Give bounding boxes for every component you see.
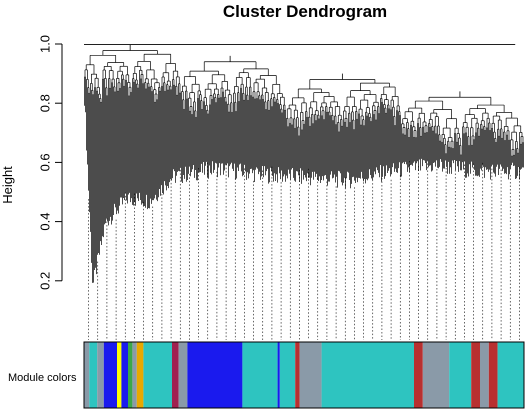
y-axis: 0.2 0.4 0.6 0.8 1.0 — [37, 35, 63, 290]
color-segment — [187, 342, 243, 408]
color-segment — [178, 342, 188, 408]
color-segment — [414, 342, 423, 408]
color-segment — [471, 342, 480, 408]
color-segment — [172, 342, 179, 408]
color-segment — [97, 342, 104, 408]
module-color-strip — [83, 341, 525, 409]
y-tick-label: 0.4 — [37, 213, 52, 231]
color-segment — [242, 342, 278, 408]
color-segment — [321, 342, 414, 408]
color-segment — [279, 342, 296, 408]
color-segment — [480, 342, 489, 408]
y-tick-label: 0.6 — [37, 153, 52, 171]
module-colors-label: Module colors — [8, 372, 77, 384]
dendrogram-tree — [84, 44, 524, 283]
y-tick-label: 1.0 — [37, 35, 52, 53]
color-segment — [299, 342, 322, 408]
color-segment — [117, 342, 122, 408]
color-segment — [277, 342, 280, 408]
color-segment — [84, 342, 90, 408]
color-segment — [103, 342, 117, 408]
color-segment — [136, 342, 144, 408]
color-segment — [449, 342, 472, 408]
y-tick-label: 0.8 — [37, 94, 52, 112]
color-segment — [295, 342, 300, 408]
color-segment — [497, 342, 524, 408]
color-segment — [121, 342, 128, 408]
color-segment — [488, 342, 498, 408]
color-segment — [143, 342, 172, 408]
color-segment — [422, 342, 450, 408]
y-axis-label: Height — [0, 166, 15, 204]
strip-border — [83, 341, 525, 409]
color-segment — [128, 342, 133, 408]
leaf-lines — [88, 159, 520, 340]
chart-title: Cluster Dendrogram — [223, 2, 387, 21]
color-segment — [132, 342, 137, 408]
y-tick-label: 0.2 — [37, 272, 52, 290]
color-segment — [89, 342, 98, 408]
